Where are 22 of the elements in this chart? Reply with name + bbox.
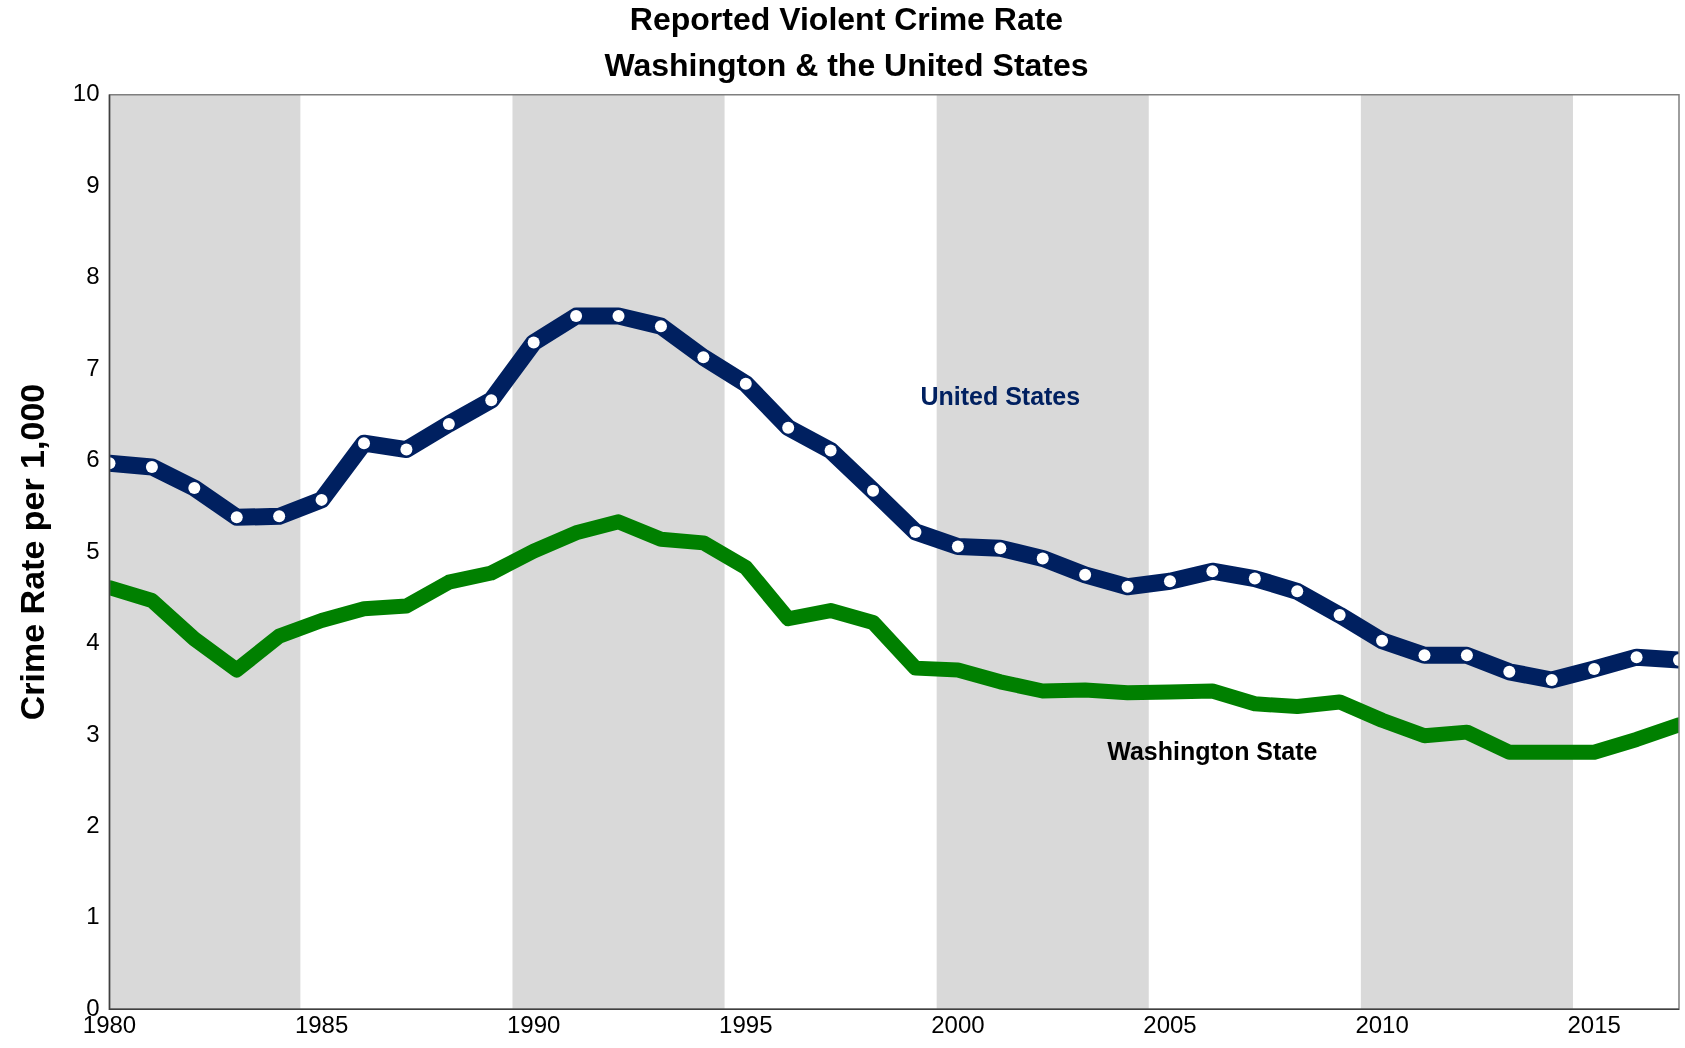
x-tick-label: 2000 [931, 1011, 985, 1039]
series-label: Washington State [1107, 736, 1318, 765]
x-tick-label: 1985 [294, 1011, 349, 1039]
x-tick-label: 1990 [506, 1011, 561, 1039]
y-axis-title: Crime Rate per 1,000 [12, 383, 51, 721]
y-tick-label: 5 [86, 536, 100, 564]
y-tick-label: 4 [86, 628, 100, 656]
x-tick-label: 2005 [1143, 1011, 1197, 1039]
x-tick-label: 2010 [1355, 1011, 1409, 1039]
y-tick-label: 3 [86, 719, 100, 747]
x-tick-label: 2015 [1567, 1011, 1621, 1039]
chart-subtitle: Washington & the United States [604, 47, 1089, 84]
y-tick-label: 10 [72, 79, 100, 107]
y-tick-label: 8 [86, 262, 100, 290]
y-tick-label: 2 [86, 810, 100, 838]
y-tick-label: 6 [86, 445, 100, 473]
y-tick-label: 7 [86, 353, 100, 381]
text: United States [920, 382, 1081, 411]
y-tick-label: 9 [86, 170, 100, 198]
chart-title: Reported Violent Crime Rate [629, 1, 1064, 38]
x-tick-label: 1995 [719, 1011, 773, 1039]
y-tick-label: 1 [86, 902, 100, 930]
